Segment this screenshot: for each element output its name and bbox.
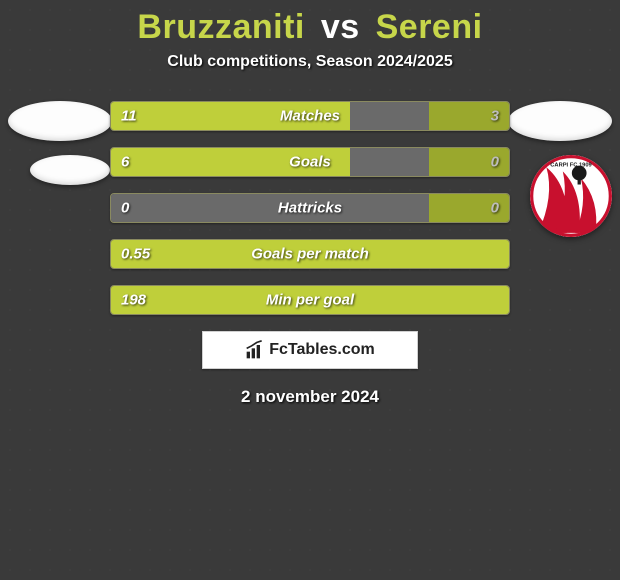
stat-row: 6 0 Goals	[110, 147, 510, 177]
title-vs: vs	[321, 8, 360, 46]
stat-label: Min per goal	[266, 292, 354, 309]
stat-value-left: 198	[121, 292, 146, 309]
stat-row: 11 3 Matches	[110, 101, 510, 131]
stats-area: CARPI FC 1909 11 3 Matches 6 0 Goals 0 0 Hattric…	[0, 101, 620, 315]
title-player1: Bruzzaniti	[137, 8, 304, 46]
stat-row: 198 Min per goal	[110, 285, 510, 315]
brand-text: FcTables.com	[269, 341, 375, 359]
stat-label: Goals per match	[251, 246, 369, 263]
title-player2: Sereni	[376, 8, 483, 46]
stat-label: Matches	[280, 108, 340, 125]
date-text: 2 november 2024	[0, 387, 620, 407]
player2-badge	[508, 101, 612, 141]
stat-value-right: 3	[491, 108, 499, 125]
stat-row: 0 0 Hattricks	[110, 193, 510, 223]
stat-value-left: 6	[121, 154, 129, 171]
page-title: Bruzzaniti vs Sereni	[0, 8, 620, 47]
stat-value-left: 0.55	[121, 246, 150, 263]
player1-badge-small	[30, 155, 110, 185]
bar-chart-icon	[245, 340, 265, 360]
stat-value-left: 0	[121, 200, 129, 217]
club-crest-icon: CARPI FC 1909	[530, 155, 612, 237]
subtitle: Club competitions, Season 2024/2025	[0, 53, 620, 71]
player1-badge	[8, 101, 112, 141]
stat-rows: 11 3 Matches 6 0 Goals 0 0 Hattricks 0.55 Goals pe…	[110, 101, 510, 315]
stat-row: 0.55 Goals per match	[110, 239, 510, 269]
brand-box[interactable]: FcTables.com	[202, 331, 418, 369]
comparison-card: Bruzzaniti vs Sereni Club competitions, …	[0, 0, 620, 407]
stat-value-left: 11	[121, 108, 137, 125]
stat-label: Goals	[289, 154, 331, 171]
stat-label: Hattricks	[278, 200, 342, 217]
club-badge: CARPI FC 1909	[530, 155, 612, 237]
stat-value-right: 0	[491, 154, 499, 171]
stat-value-right: 0	[491, 200, 499, 217]
club-badge-text: CARPI FC 1909	[550, 162, 591, 168]
